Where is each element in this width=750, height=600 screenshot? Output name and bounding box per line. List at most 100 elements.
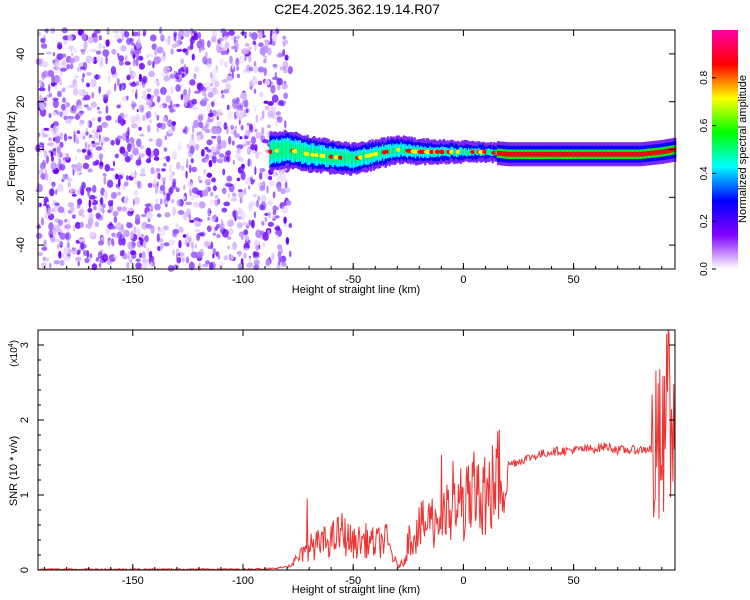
noise-speckle xyxy=(216,146,220,154)
noise-speckle xyxy=(92,36,99,43)
noise-speckle xyxy=(266,185,269,194)
noise-speckle xyxy=(178,68,182,76)
top-y-tick-label: 20 xyxy=(15,96,27,108)
noise-speckle xyxy=(91,144,97,148)
noise-speckle xyxy=(261,126,265,135)
noise-speckle xyxy=(220,50,226,56)
noise-speckle xyxy=(236,216,242,220)
spectral-cell xyxy=(615,151,619,157)
noise-speckle xyxy=(51,74,55,84)
spectral-cell xyxy=(576,151,579,157)
noise-speckle xyxy=(121,206,128,212)
noise-speckle xyxy=(172,228,180,235)
noise-speckle xyxy=(207,91,214,98)
noise-speckle xyxy=(141,95,147,99)
noise-speckle xyxy=(102,253,108,262)
noise-speckle xyxy=(221,207,228,213)
noise-speckle xyxy=(133,58,136,67)
spectral-cell xyxy=(540,151,543,157)
noise-speckle xyxy=(57,90,62,98)
noise-speckle xyxy=(238,189,243,193)
noise-speckle xyxy=(106,27,110,36)
noise-speckle xyxy=(207,207,212,217)
noise-speckle xyxy=(175,248,180,254)
noise-speckle xyxy=(224,182,232,188)
noise-speckle xyxy=(245,64,251,73)
noise-speckle xyxy=(105,55,108,65)
spectral-cell xyxy=(489,148,492,154)
noise-speckle xyxy=(169,73,176,79)
noise-speckle xyxy=(221,79,229,83)
noise-speckle xyxy=(191,32,194,37)
noise-speckle xyxy=(80,61,83,67)
noise-speckle xyxy=(227,74,233,82)
noise-speckle xyxy=(204,128,211,134)
noise-speckle xyxy=(126,261,130,269)
noise-speckle xyxy=(254,104,257,113)
noise-speckle xyxy=(53,230,58,237)
spectral-cell xyxy=(581,151,584,157)
noise-speckle xyxy=(91,92,95,99)
noise-speckle xyxy=(181,257,185,263)
noise-speckle xyxy=(277,250,282,259)
spectral-cell xyxy=(503,151,506,157)
noise-speckle xyxy=(237,147,241,154)
noise-speckle xyxy=(210,218,215,222)
noise-speckle xyxy=(265,40,270,48)
spectral-cell xyxy=(474,148,477,154)
noise-speckle xyxy=(211,76,215,83)
noise-speckle xyxy=(235,109,242,119)
noise-speckle xyxy=(230,45,238,50)
noise-speckle xyxy=(225,50,229,55)
noise-speckle xyxy=(117,178,121,187)
spectral-cell xyxy=(651,150,654,156)
spectral-cell xyxy=(552,151,555,157)
spectral-cell xyxy=(278,142,281,159)
noise-speckle xyxy=(225,151,228,156)
spectral-cell xyxy=(352,153,355,163)
noise-speckle xyxy=(117,135,123,140)
noise-speckle xyxy=(243,68,247,74)
noise-speckle xyxy=(223,35,229,42)
noise-speckle xyxy=(90,48,97,53)
noise-speckle xyxy=(277,244,283,251)
spectrogram-ticks: -150 -100 -50 0 50 -40 -20 0 20 40 xyxy=(15,30,675,286)
noise-speckle xyxy=(194,244,197,249)
noise-speckle xyxy=(210,71,213,79)
noise-speckle xyxy=(182,48,188,53)
noise-speckle xyxy=(109,221,113,226)
noise-speckle xyxy=(148,138,154,142)
bottom-x-tick-label: -150 xyxy=(122,575,144,587)
noise-speckle xyxy=(260,194,267,203)
noise-speckle xyxy=(176,161,181,170)
spectral-cell xyxy=(351,152,354,163)
top-x-tick-label: -150 xyxy=(122,274,144,286)
noise-speckle xyxy=(103,176,107,185)
noise-speckle xyxy=(246,262,253,269)
noise-speckle xyxy=(104,164,111,172)
spectral-cell xyxy=(286,141,289,157)
noise-speckle xyxy=(159,184,166,192)
noise-speckle xyxy=(217,135,222,144)
noise-speckle xyxy=(177,210,185,215)
noise-speckle xyxy=(181,73,185,78)
noise-speckle xyxy=(230,124,234,130)
noise-speckle xyxy=(207,216,211,221)
noise-speckle xyxy=(61,179,64,183)
noise-speckle xyxy=(98,42,102,50)
noise-speckle xyxy=(196,251,204,259)
noise-speckle xyxy=(158,104,164,108)
noise-speckle xyxy=(59,232,67,240)
noise-speckle xyxy=(243,243,246,249)
noise-speckle xyxy=(46,201,49,205)
noise-speckle xyxy=(92,161,98,166)
noise-speckle xyxy=(259,185,266,192)
noise-speckle xyxy=(221,187,227,195)
noise-speckle xyxy=(228,227,234,236)
noise-speckle xyxy=(81,77,85,83)
noise-speckle xyxy=(118,60,124,66)
spectral-cell xyxy=(518,151,521,157)
noise-speckle xyxy=(69,204,75,213)
noise-speckle xyxy=(159,122,167,130)
top-y-tick-label: 40 xyxy=(15,48,27,60)
